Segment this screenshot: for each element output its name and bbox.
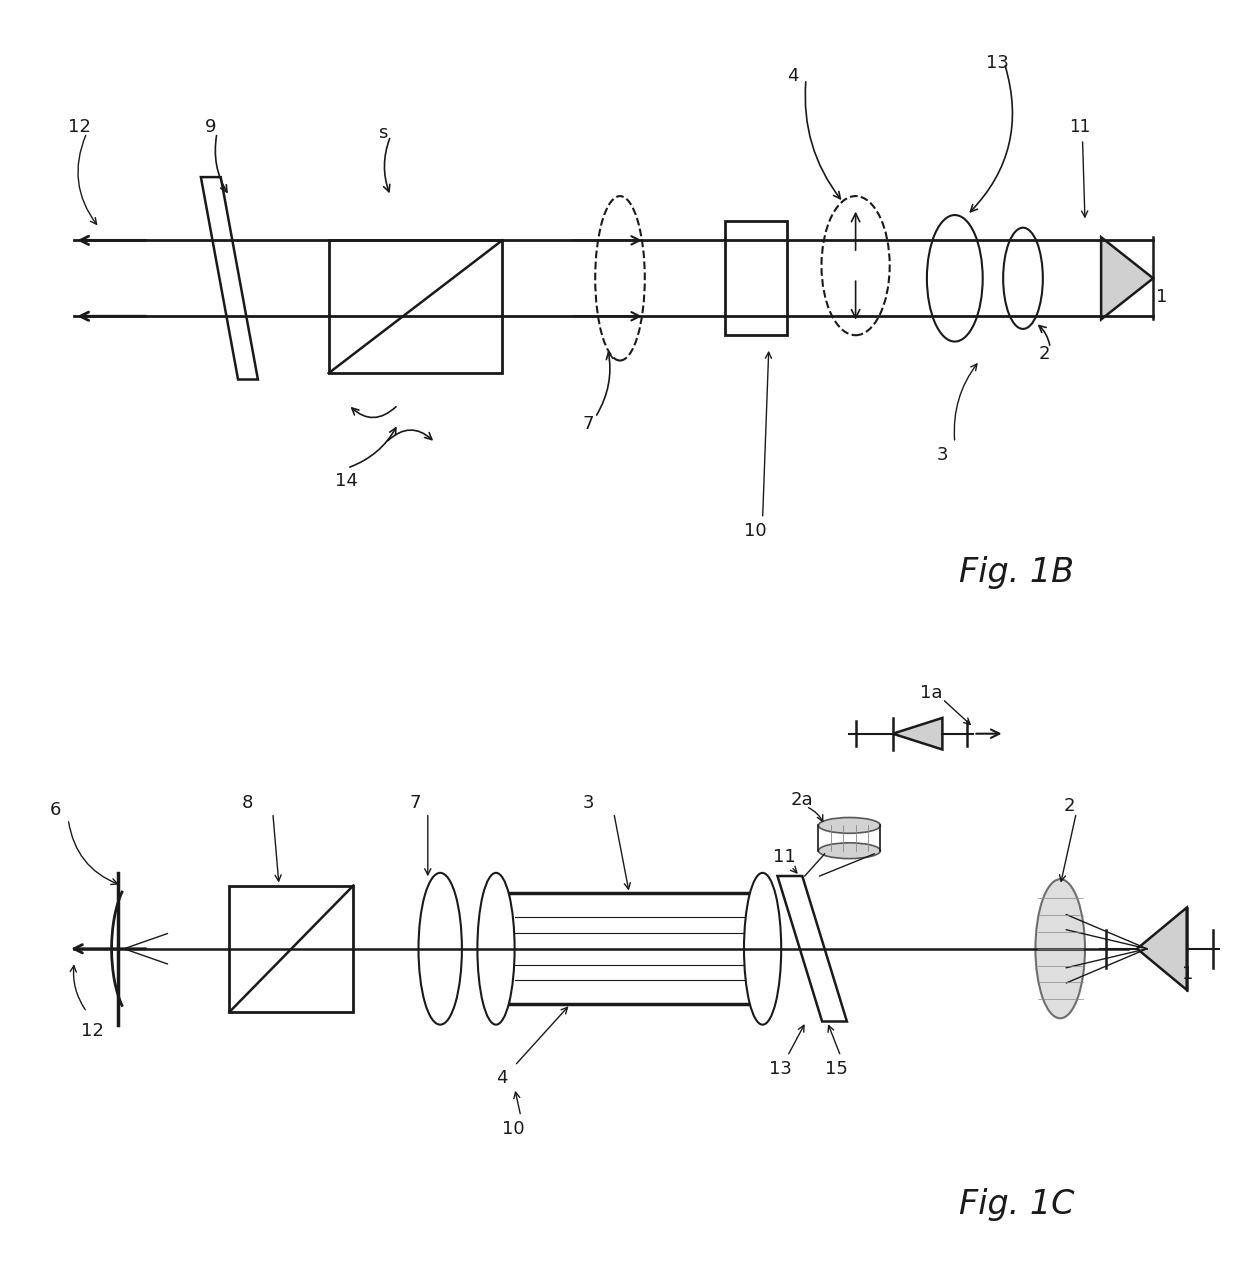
Text: 12: 12 [68,118,91,135]
Bar [508,893,750,1004]
Text: 2: 2 [1064,797,1075,816]
Text: 4: 4 [496,1069,507,1088]
Ellipse shape [928,215,982,342]
Ellipse shape [818,842,880,859]
Text: Fig. 1C: Fig. 1C [959,1188,1075,1222]
Text: 6: 6 [50,801,61,818]
Polygon shape [1137,908,1187,989]
Text: s: s [378,124,388,142]
Polygon shape [893,719,942,749]
Text: 3: 3 [936,447,947,464]
Text: 1: 1 [1156,288,1167,306]
Polygon shape [777,875,847,1022]
Ellipse shape [595,196,645,361]
Text: 8: 8 [242,794,253,812]
Text: 3: 3 [583,794,594,812]
Text: 12: 12 [81,1022,103,1040]
Text: 14: 14 [335,472,357,490]
Ellipse shape [1003,228,1043,329]
Text: 4: 4 [787,67,799,85]
Text: 7: 7 [583,415,594,433]
Text: 2: 2 [1039,345,1050,363]
Ellipse shape [821,196,889,335]
Text: 10: 10 [744,522,766,540]
Polygon shape [1101,238,1153,319]
Ellipse shape [477,873,515,1025]
Polygon shape [201,177,258,380]
Bar [725,221,787,335]
Text: 9: 9 [205,118,216,135]
Ellipse shape [818,817,880,834]
Text: 11: 11 [1069,118,1090,135]
Bar [229,886,353,1012]
Text: 7: 7 [409,794,420,812]
Ellipse shape [419,873,461,1025]
Text: 1a: 1a [920,683,942,702]
Text: 13: 13 [986,54,1008,72]
Text: 2a: 2a [791,791,813,810]
Text: Fig. 1B: Fig. 1B [960,555,1074,589]
Ellipse shape [744,873,781,1025]
Text: 15: 15 [825,1060,847,1078]
Text: 13: 13 [769,1060,791,1078]
Bar [329,240,502,373]
Text: 1: 1 [1182,965,1193,983]
Text: 11: 11 [773,848,795,867]
Ellipse shape [1035,879,1085,1018]
Text: 10: 10 [502,1120,525,1138]
